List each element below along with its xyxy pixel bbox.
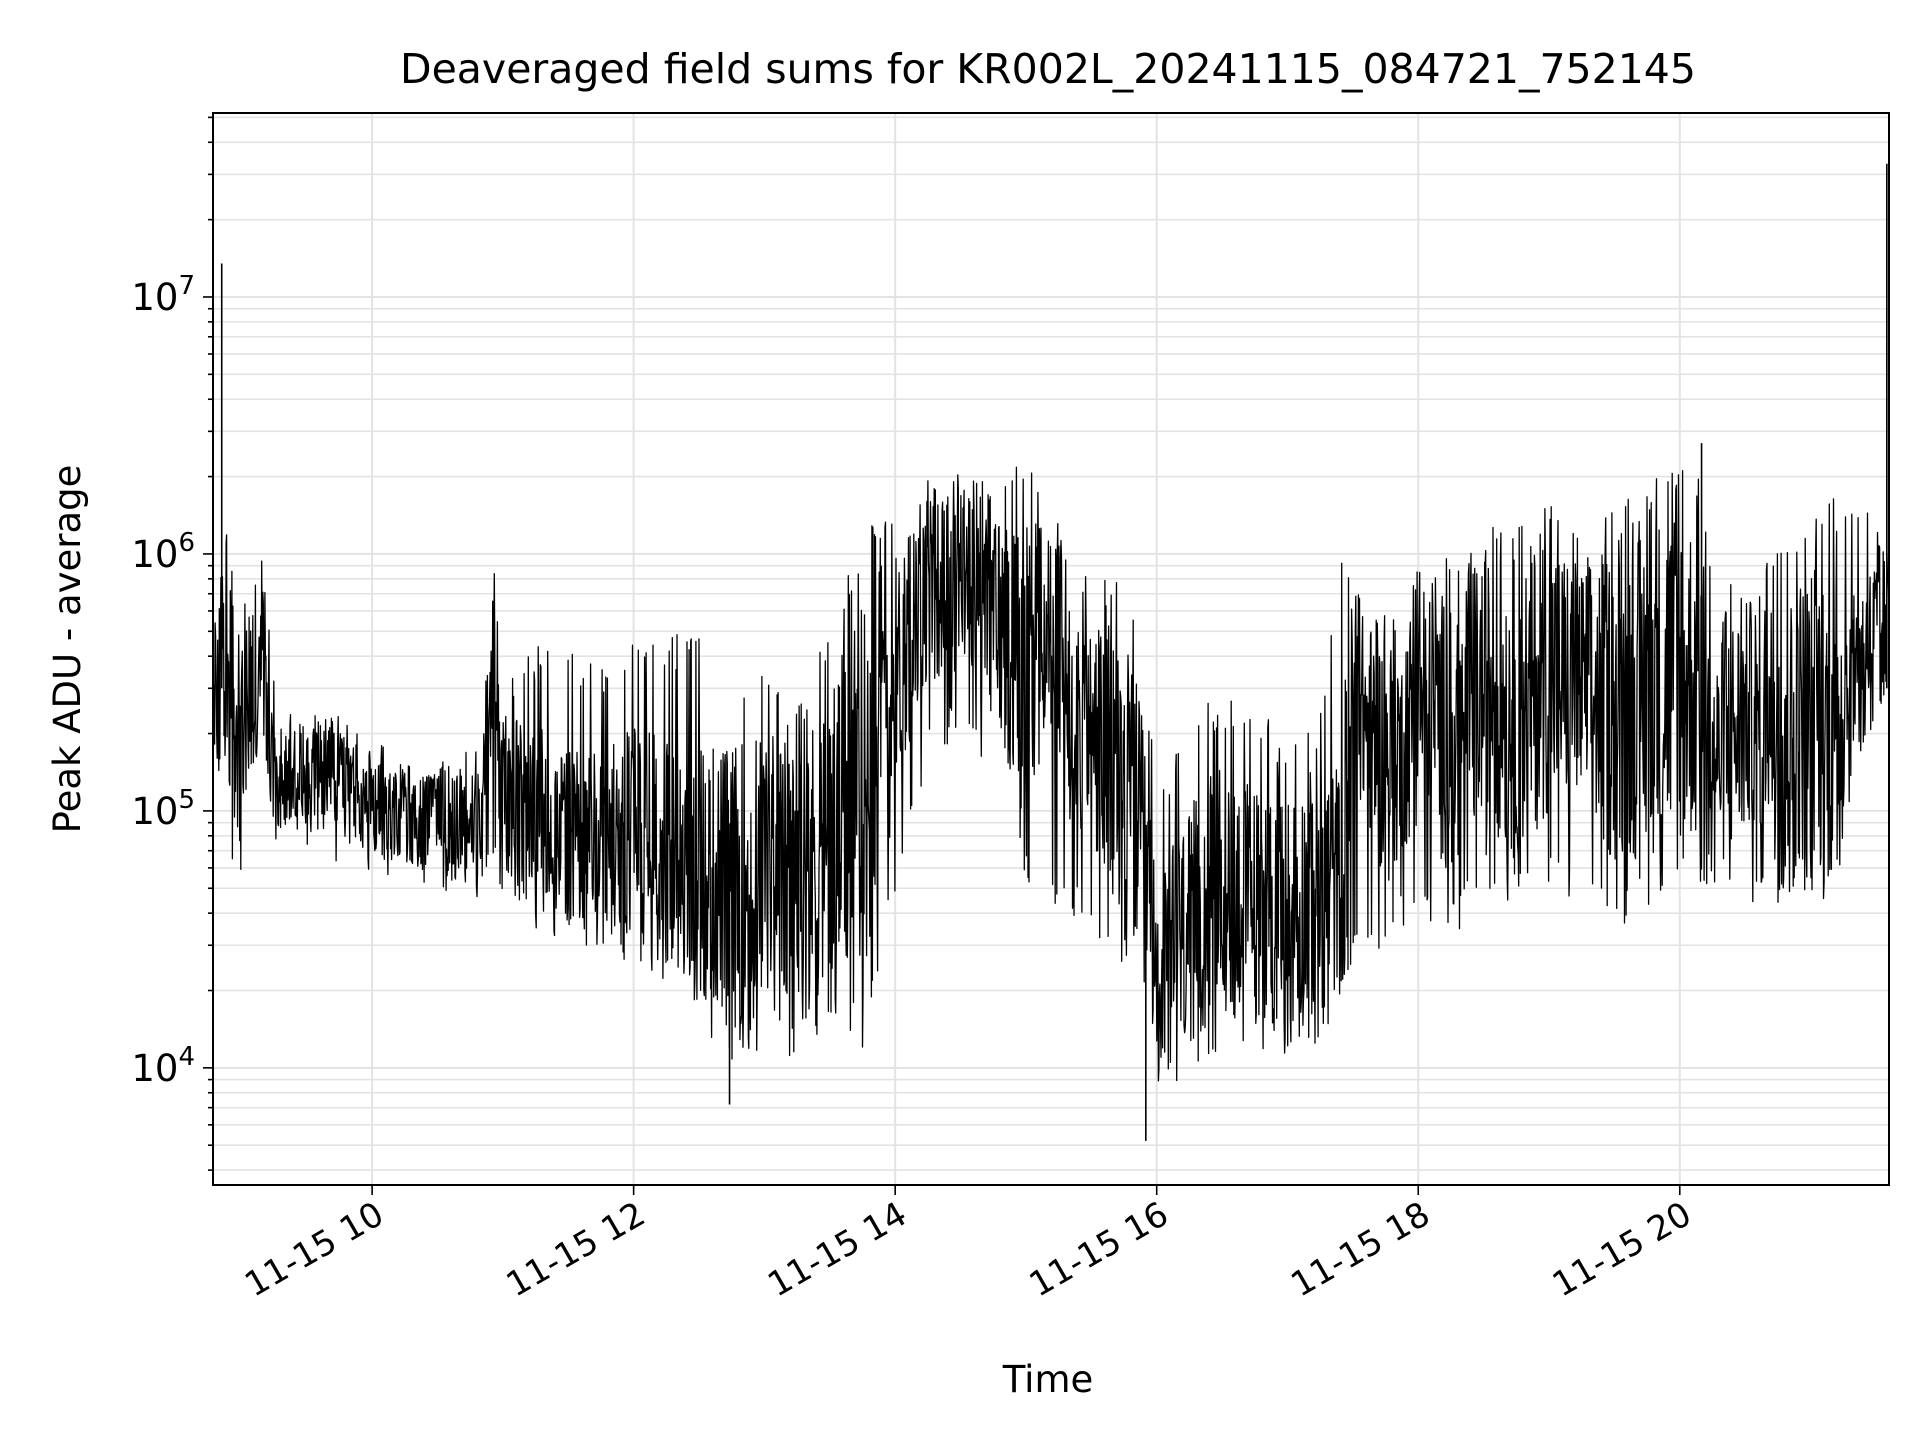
x-axis-label: Time [1002,1358,1094,1401]
plot-frame [212,112,1890,1186]
y-tick-label: 105 [131,785,195,833]
y-tick-label: 107 [131,271,195,319]
chart-title: Deaveraged field sums for KR002L_2024111… [400,45,1696,93]
y-tick-label: 106 [131,528,195,576]
y-tick-label: 104 [131,1042,195,1090]
y-axis-label: Peak ADU - average [46,465,89,834]
series-line [212,466,1890,1082]
data-series [212,163,1890,1141]
